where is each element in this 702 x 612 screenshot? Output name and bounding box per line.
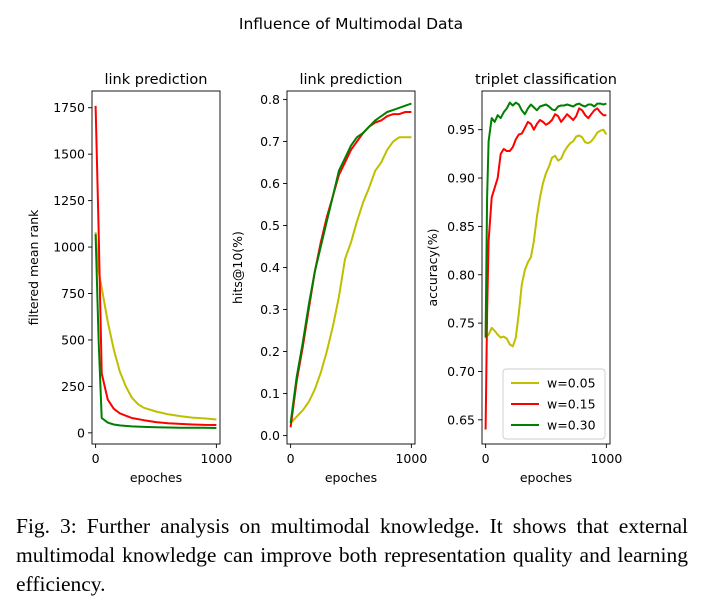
axes-frame: [91, 90, 221, 445]
y-axis-label: filtered mean rank: [26, 209, 41, 326]
series-line-w=0.15: [289, 111, 412, 428]
y-tick-label: 750: [61, 286, 85, 301]
y-axis-label: accuracy(%): [425, 228, 440, 306]
figure-suptitle: Influence of Multimodal Data: [239, 15, 463, 33]
x-tick-label: 1000: [395, 451, 427, 466]
y-tick-label: 0.70: [447, 364, 475, 379]
series-line-w=0.15: [484, 107, 607, 430]
chart-3: triplet classification 0.65 0.70 0.75 0.80 0.…: [425, 72, 622, 485]
series-line-w=0.05: [94, 232, 217, 421]
series-group: [289, 102, 412, 428]
series-group: [94, 105, 217, 429]
series-line-w=0.30: [484, 101, 607, 338]
legend-box: [502, 368, 606, 440]
y-tick-label: 500: [61, 332, 85, 347]
y-tick-label: 0.8: [260, 92, 280, 107]
x-axis-label: epoches: [130, 470, 182, 485]
chart-panels: link prediction 0 250 500 750 1000 1250 1500 175…: [26, 72, 622, 485]
y-tick-label: 1000: [53, 240, 85, 255]
series-line-w=0.05: [484, 128, 608, 348]
x-axis-label: epoches: [325, 470, 377, 485]
chart-1: link prediction 0 250 500 750 1000 1250 1500 175…: [26, 72, 232, 485]
y-tick-label: 1250: [53, 193, 85, 208]
chart-title: link prediction: [299, 72, 402, 88]
x-axis-label: epoches: [520, 470, 572, 485]
y-tick-label: 1750: [53, 100, 85, 115]
y-tick-label: 0.1: [260, 386, 280, 401]
series-group: [484, 101, 608, 430]
y-tick-label: 0.75: [447, 316, 475, 331]
x-tick-label: 0: [482, 451, 490, 466]
axes-frame: [286, 90, 416, 445]
x-tick-label: 1000: [590, 451, 622, 466]
x-tick-label: 0: [92, 451, 100, 466]
y-tick-label: 0: [77, 425, 85, 440]
y-tick-label: 0.2: [260, 344, 280, 359]
y-tick-label: 0.5: [260, 218, 280, 233]
legend-label: w=0.15: [547, 397, 596, 412]
legend: w=0.05 w=0.15 w=0.30: [502, 368, 606, 440]
caption-label: Fig. 3:: [16, 514, 77, 538]
legend-label: w=0.05: [547, 376, 596, 391]
y-tick-label: 1500: [53, 147, 85, 162]
chart-title: triplet classification: [475, 72, 617, 88]
caption-text: Further analysis on multimodal knowledge…: [16, 514, 689, 596]
y-tick-label: 0.3: [260, 302, 280, 317]
series-line-w=0.30: [94, 234, 217, 429]
y-tick-label: 0.95: [447, 122, 475, 137]
y-tick-label: 0.85: [447, 219, 475, 234]
chart-2: link prediction 0.0 0.1 0.2 0.3 0.4 0.5 0.6 0.7 0…: [230, 72, 427, 485]
figure: Influence of Multimodal Data link predic…: [26, 15, 622, 485]
y-tick-label: 0.65: [447, 412, 475, 427]
y-axis-label: hits@10(%): [230, 231, 245, 304]
legend-label: w=0.30: [547, 418, 596, 433]
y-tick-label: 250: [61, 379, 85, 394]
figure-caption: Fig. 3: Further analysis on multimodal k…: [16, 512, 688, 599]
x-tick-label: 1000: [200, 451, 232, 466]
series-line-w=0.05: [289, 136, 412, 424]
x-tick-label: 0: [287, 451, 295, 466]
y-tick-label: 0.90: [447, 171, 475, 186]
y-tick-label: 0.6: [260, 176, 280, 191]
y-tick-label: 0.4: [260, 260, 280, 275]
series-line-w=0.30: [289, 102, 412, 424]
y-tick-label: 0.7: [260, 134, 280, 149]
chart-title: link prediction: [104, 72, 207, 88]
y-tick-label: 0.0: [260, 428, 280, 443]
axes-frame: [481, 90, 611, 445]
y-tick-label: 0.80: [447, 267, 475, 282]
series-line-w=0.15: [94, 105, 217, 426]
